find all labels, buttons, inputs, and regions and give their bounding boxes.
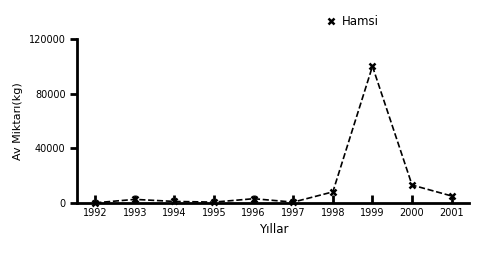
Hamsi (211, 200, 217, 204)
Hamsi (171, 200, 177, 203)
Hamsi (290, 200, 296, 204)
Hamsi (251, 197, 257, 200)
Line: Hamsi: Hamsi (92, 63, 455, 206)
Legend: Hamsi: Hamsi (326, 15, 379, 28)
Hamsi (370, 65, 376, 68)
Y-axis label: Av Miktarı(kg): Av Miktarı(kg) (13, 82, 23, 160)
Hamsi (132, 198, 138, 201)
Hamsi (92, 201, 98, 204)
Hamsi (409, 184, 415, 187)
Hamsi (330, 190, 336, 193)
Hamsi (449, 194, 454, 198)
X-axis label: Yıllar: Yıllar (259, 223, 288, 236)
